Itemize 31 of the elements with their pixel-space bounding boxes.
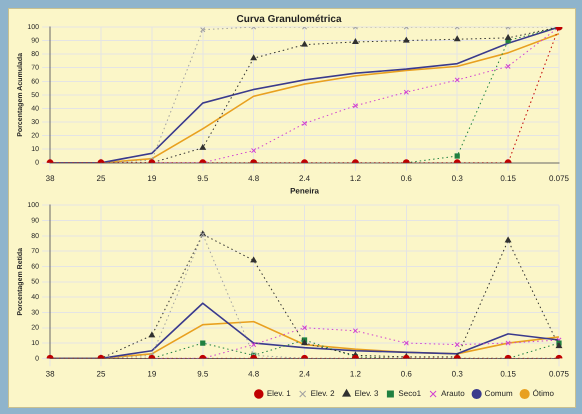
legend-label: Arauto: [441, 389, 466, 398]
x-tick-label: 0.075: [548, 369, 570, 378]
x-tick-label: 0.15: [500, 174, 516, 183]
x-tick-label: 0.6: [400, 174, 412, 183]
x-tick-label: 0.15: [500, 369, 516, 378]
x-tick-label: 19: [147, 369, 157, 378]
x-tick-label: 4.8: [248, 174, 260, 183]
legend-label: Comum: [484, 389, 513, 398]
x-tick-label: 25: [96, 174, 106, 183]
chart-title: Curva Granulométrica: [236, 14, 342, 25]
legend-label: Ótimo: [532, 389, 555, 398]
legend-label: Elev. 2: [310, 389, 336, 398]
x-axis-title: Peneira: [290, 186, 320, 196]
x-tick-label: 1.2: [350, 174, 362, 183]
legend-label: Elev. 1: [266, 389, 292, 398]
x-tick-label: 2.4: [298, 369, 311, 378]
x-tick-label: 38: [46, 369, 56, 378]
x-tick-label: 9.5: [197, 369, 209, 378]
x-tick-label: 38: [46, 174, 56, 183]
x-tick-label: 0.3: [452, 369, 464, 378]
x-tick-label: 0.3: [452, 174, 464, 183]
legend-label: Seco1: [398, 389, 422, 398]
x-tick-label: 25: [96, 369, 106, 378]
legend-label: Elev. 3: [354, 389, 379, 398]
x-tick-label: 19: [147, 174, 157, 183]
x-tick-label: 0.6: [400, 369, 412, 378]
x-tick-label: 9.5: [197, 174, 209, 183]
x-tick-label: 4.8: [248, 369, 260, 378]
x-tick-label: 1.2: [350, 369, 362, 378]
x-tick-label: 2.4: [298, 174, 311, 183]
x-tick-label: 0.075: [548, 174, 570, 183]
